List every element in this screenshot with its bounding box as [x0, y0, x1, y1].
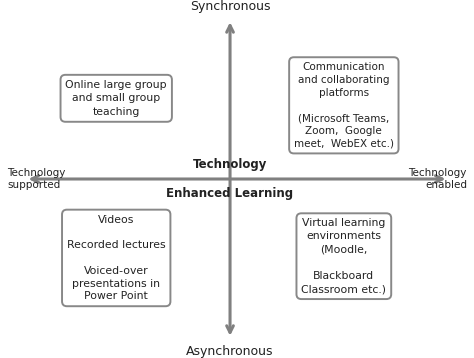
Text: Technology
supported: Technology supported	[7, 168, 65, 190]
Text: Synchronous: Synchronous	[190, 0, 270, 13]
Text: Technology: Technology	[193, 158, 267, 171]
Text: Videos

Recorded lectures

Voiced-over
presentations in
Power Point: Videos Recorded lectures Voiced-over pre…	[67, 214, 165, 301]
Text: Virtual learning
environments
(Moodle,

Blackboard
Classroom etc.): Virtual learning environments (Moodle, B…	[301, 218, 386, 294]
Text: Asynchronous: Asynchronous	[186, 345, 274, 358]
Text: Technology
enabled: Technology enabled	[409, 168, 467, 190]
Text: Enhanced Learning: Enhanced Learning	[166, 187, 293, 200]
Text: Online large group
and small group
teaching: Online large group and small group teach…	[65, 80, 167, 117]
Text: Communication
and collaborating
platforms

(Microsoft Teams,
Zoom,  Google
meet,: Communication and collaborating platform…	[294, 62, 394, 149]
